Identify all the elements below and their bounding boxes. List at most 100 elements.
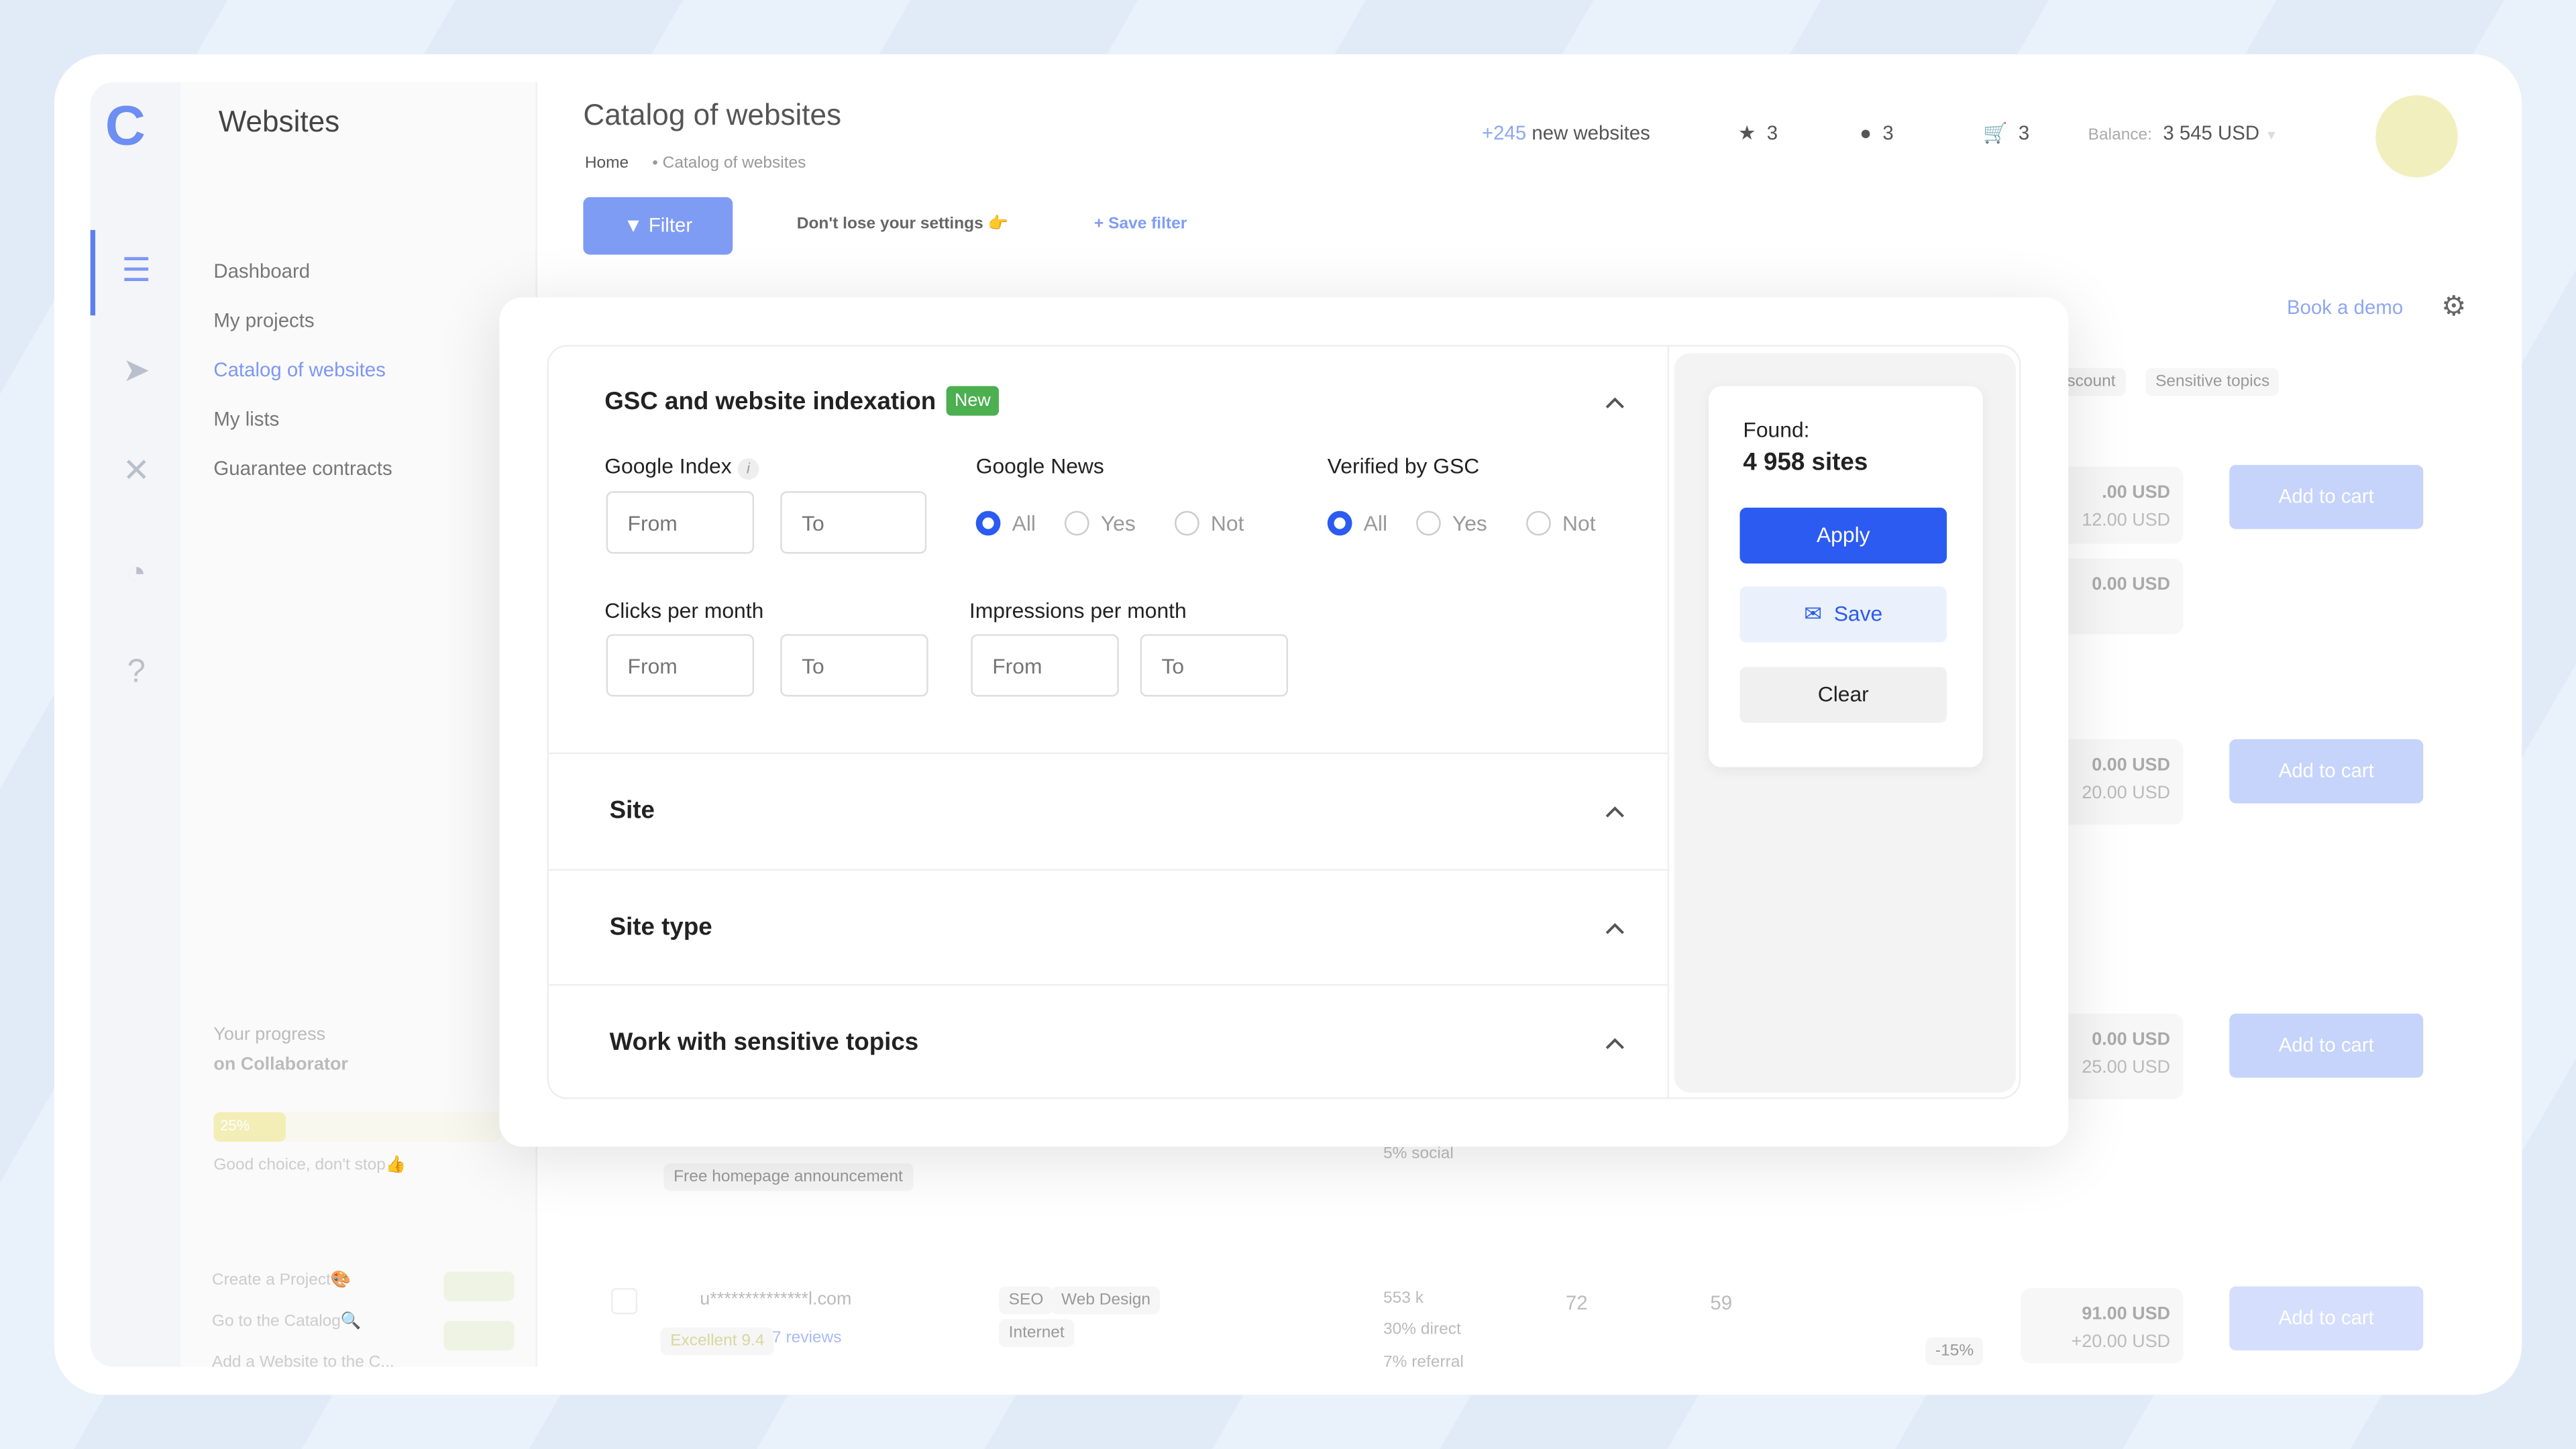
announcement-tag: Free homepage announcement [663,1163,913,1191]
impressions-to-input[interactable] [1140,634,1289,697]
save-label: Save [1833,601,1883,627]
send-icon[interactable]: ➤ [122,353,150,390]
sidebar-item-my-lists[interactable]: My lists [213,407,280,431]
verified-gsc-not-radio[interactable]: Not [1526,511,1596,536]
discount-badge: -15% [1925,1337,1984,1366]
radio-label: Not [1210,511,1244,536]
step-add-website[interactable]: Add a Website to the C... [211,1353,394,1372]
clicks-to-input[interactable] [780,634,928,697]
breadcrumb-home[interactable]: Home [584,154,629,173]
add-to-cart-button[interactable]: Add to cart [2229,1286,2424,1351]
sidebar-item-dashboard[interactable]: Dashboard [213,259,311,283]
section-site-type[interactable]: Site type [609,913,712,942]
tools-icon[interactable]: ✕ [122,453,150,490]
reviews-link[interactable]: 7 reviews [772,1329,842,1348]
sidebar-nav [180,82,537,1367]
step-create-project[interactable]: Create a Project🎨 [211,1271,352,1290]
avatar[interactable] [2375,95,2458,178]
google-news-yes-radio[interactable]: Yes [1064,511,1136,536]
cart-button[interactable]: 🛒 3 [1983,121,2029,144]
save-button[interactable]: ✉ Save [1739,586,1947,643]
support-headset-icon[interactable]: ◔ [126,555,147,592]
gear-icon[interactable]: ⚙ [2441,290,2467,323]
direct-share: 30% direct [1383,1320,1461,1339]
metric-value: 72 [1565,1291,1588,1315]
add-to-cart-button[interactable]: Add to cart [2229,465,2424,529]
sidebar-item-my-projects[interactable]: My projects [213,309,315,332]
radio-label: Yes [1100,511,1136,536]
google-news-label: Google News [975,453,1104,478]
sensitive-topics-tag[interactable]: Sensitive topics [2145,368,2279,396]
site-tag: Web Design [1051,1286,1161,1315]
help-icon[interactable]: ? [127,653,146,690]
step-check-icon [443,1320,515,1351]
catalog-icon[interactable]: ☰ [121,253,152,290]
logo-icon[interactable]: C [105,95,146,158]
google-index-from-input[interactable] [606,491,755,554]
active-indicator [90,229,96,316]
price: 0.00 USD [2092,755,2171,775]
save-filter-link[interactable]: + Save filter [1094,215,1187,233]
google-index-to-input[interactable] [780,491,927,554]
chevron-up-icon[interactable] [1603,918,1626,941]
section-site[interactable]: Site [609,796,655,825]
price-box: .00 USD 12.00 USD [2053,466,2184,544]
divider [548,983,1668,986]
price-box: 0.00 USD 25.00 USD [2053,1014,2184,1099]
messages-button[interactable]: ● 3 [1860,121,1893,144]
radio-label: Yes [1452,511,1487,536]
radio-icon [1416,511,1441,536]
radio-label: All [1363,511,1388,536]
radio-icon [1175,511,1199,536]
apply-button[interactable]: Apply [1739,507,1947,564]
chat-icon: ● [1860,121,1872,145]
balance-label: Balance: [2088,126,2152,145]
impressions-from-input[interactable] [971,634,1119,697]
site-domain[interactable]: u**************l.com [700,1289,852,1309]
metric-value: 59 [1710,1291,1733,1315]
new-websites-link[interactable]: +245 new websites [1482,121,1650,144]
messages-count: 3 [1882,121,1894,145]
add-to-cart-button[interactable]: Add to cart [2229,1014,2424,1078]
favorites-button[interactable]: ★ 3 [1738,121,1778,144]
step-check-icon [443,1271,515,1301]
clicks-from-input[interactable] [606,634,755,697]
chevron-up-icon[interactable] [1603,802,1626,824]
book-demo-link[interactable]: Book a demo [2287,295,2404,319]
filter-button[interactable]: ▼ Filter [583,197,733,255]
envelope-icon: ✉ [1804,601,1822,627]
clear-button[interactable]: Clear [1739,667,1947,723]
progress-subtitle: on Collaborator [213,1055,348,1075]
star-icon: ★ [1738,121,1756,145]
new-badge: New [946,386,1000,416]
balance-dropdown[interactable]: Balance: 3 545 USD ▼ [2088,121,2278,144]
chevron-up-icon[interactable] [1603,1033,1626,1056]
step-go-catalog[interactable]: Go to the Catalog🔍 [211,1312,362,1331]
sidebar-item-catalog[interactable]: Catalog of websites [213,358,386,382]
breadcrumb-current: • Catalog of websites [652,154,806,173]
price: 0.00 USD [2092,1030,2171,1050]
google-news-all-radio[interactable]: All [975,511,1036,536]
verified-gsc-all-radio[interactable]: All [1327,511,1388,536]
price: 91.00 USD [2082,1304,2171,1324]
price: 0.00 USD [2092,575,2171,595]
sidebar-item-guarantee[interactable]: Guarantee contracts [213,456,392,480]
price-box: 0.00 USD [2053,558,2184,635]
verified-gsc-yes-radio[interactable]: Yes [1416,511,1487,536]
google-index-label: Google Index i [604,453,759,480]
section-title-gsc[interactable]: GSC and website indexation [604,387,936,416]
rating-badge: Excellent 9.4 [660,1327,775,1356]
radio-label: Not [1562,511,1596,536]
panel-divider [1667,346,1670,1097]
section-sensitive-topics[interactable]: Work with sensitive topics [609,1028,919,1057]
google-news-not-radio[interactable]: Not [1175,511,1244,536]
filter-icon: ▼ [623,213,643,237]
info-icon[interactable]: i [737,458,759,480]
radio-selected-icon [975,511,1001,536]
chevron-up-icon[interactable] [1603,392,1626,415]
add-to-cart-button[interactable]: Add to cart [2229,739,2424,804]
price-sub: 12.00 USD [2082,511,2171,531]
found-count: 4 958 sites [1743,448,1868,477]
new-count: +245 [1481,121,1527,145]
row-checkbox[interactable] [611,1288,638,1315]
